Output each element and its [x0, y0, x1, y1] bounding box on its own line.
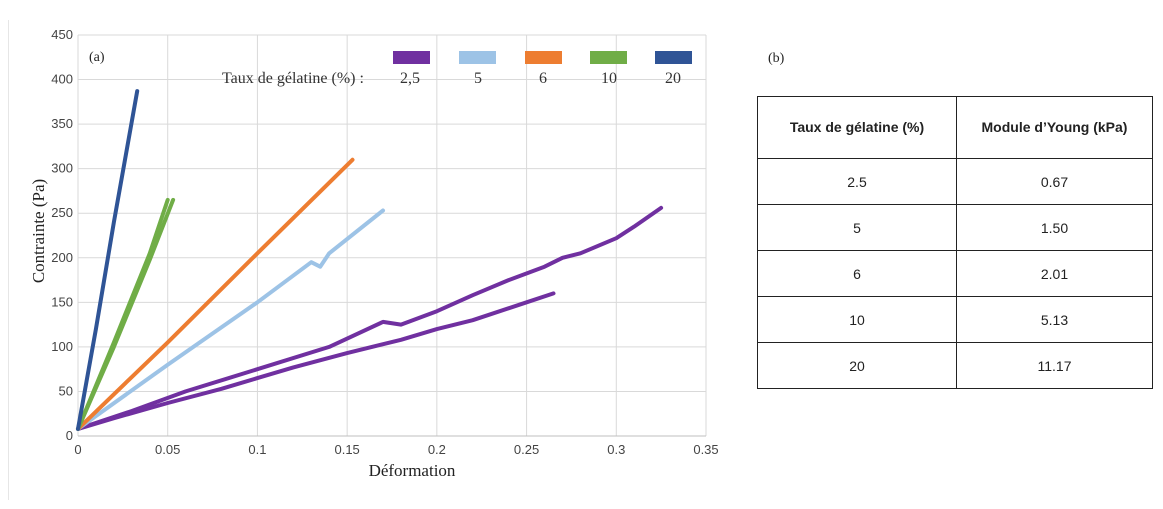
cell-modulus: 1.50: [956, 204, 1153, 251]
y-tick-label: 200: [51, 250, 73, 265]
table-row: 6 2.01: [757, 250, 1153, 297]
left-divider: [8, 20, 9, 500]
series-line-2,5: [76, 291, 556, 431]
cell-gelatin: 20: [757, 342, 957, 389]
y-tick-label: 50: [59, 383, 73, 398]
x-tick-label: 0.15: [334, 442, 359, 457]
header-young-modulus: Module d’Young (kPa): [956, 96, 1153, 159]
legend-title: Taux de gélatine (%) :: [222, 70, 364, 87]
series-line-6: [76, 157, 355, 431]
y-tick-label: 250: [51, 205, 73, 220]
table-header-row: Taux de gélatine (%) Module d’Young (kPa…: [757, 96, 1153, 159]
table-row: 5 1.50: [757, 204, 1153, 251]
table-row: 2.5 0.67: [757, 158, 1153, 205]
legend-label: 20: [665, 70, 681, 87]
cell-modulus: 5.13: [956, 296, 1153, 343]
cell-modulus: 11.17: [956, 342, 1153, 389]
header-gelatin-rate: Taux de gélatine (%): [757, 96, 957, 159]
y-tick-label: 350: [51, 116, 73, 131]
y-tick-label: 400: [51, 72, 73, 87]
legend-swatch: [459, 51, 496, 64]
cell-modulus: 2.01: [956, 250, 1153, 297]
cell-modulus: 0.67: [956, 158, 1153, 205]
y-tick-label: 300: [51, 161, 73, 176]
y-tick-label: 150: [51, 294, 73, 309]
legend: Taux de gélatine (%) : 2,5 5 6 10 20: [222, 51, 692, 87]
y-axis-title: Contrainte (Pa): [29, 179, 48, 283]
series-line-5: [76, 208, 385, 431]
x-tick-label: 0.05: [155, 442, 180, 457]
x-tick-label: 0.25: [514, 442, 539, 457]
cell-gelatin: 10: [757, 296, 957, 343]
y-tick-label: 450: [51, 27, 73, 42]
y-tick-label: 0: [66, 428, 73, 443]
x-tick-label: 0: [74, 442, 81, 457]
series-line-2,5: [76, 205, 664, 431]
x-axis-title: Déformation: [369, 461, 456, 480]
stress-strain-chart: 0 50 100 150 200 250 300 350 400 450 0 0.05 0.1 0.15 0…: [29, 27, 719, 480]
legend-swatch: [655, 51, 692, 64]
legend-swatch: [393, 51, 430, 64]
legend-label: 6: [539, 70, 547, 87]
series-lines: [76, 89, 664, 431]
series-line-10: [76, 197, 176, 431]
x-tick-label: 0.1: [248, 442, 266, 457]
cell-gelatin: 6: [757, 250, 957, 297]
axes: 0 50 100 150 200 250 300 350 400 450 0 0.05 0.1 0.15 0…: [51, 27, 718, 457]
y-tick-label: 100: [51, 339, 73, 354]
legend-label: 10: [601, 70, 617, 87]
legend-label: 5: [474, 70, 482, 87]
x-tick-label: 0.3: [607, 442, 625, 457]
panel-label-b: (b): [768, 51, 785, 66]
table-row: 20 11.17: [757, 342, 1153, 389]
x-tick-label: 0.2: [428, 442, 446, 457]
cell-gelatin: 2.5: [757, 158, 957, 205]
legend-swatch: [525, 51, 562, 64]
panel-label-a: (a): [89, 50, 105, 65]
cell-gelatin: 5: [757, 204, 957, 251]
x-tick-label: 0.35: [693, 442, 718, 457]
young-modulus-table: Taux de gélatine (%) Module d’Young (kPa…: [757, 96, 1153, 389]
legend-swatch: [590, 51, 627, 64]
grid: [77, 34, 707, 437]
table-row: 10 5.13: [757, 296, 1153, 343]
legend-label: 2,5: [400, 70, 420, 87]
series-line-20: [76, 89, 140, 431]
